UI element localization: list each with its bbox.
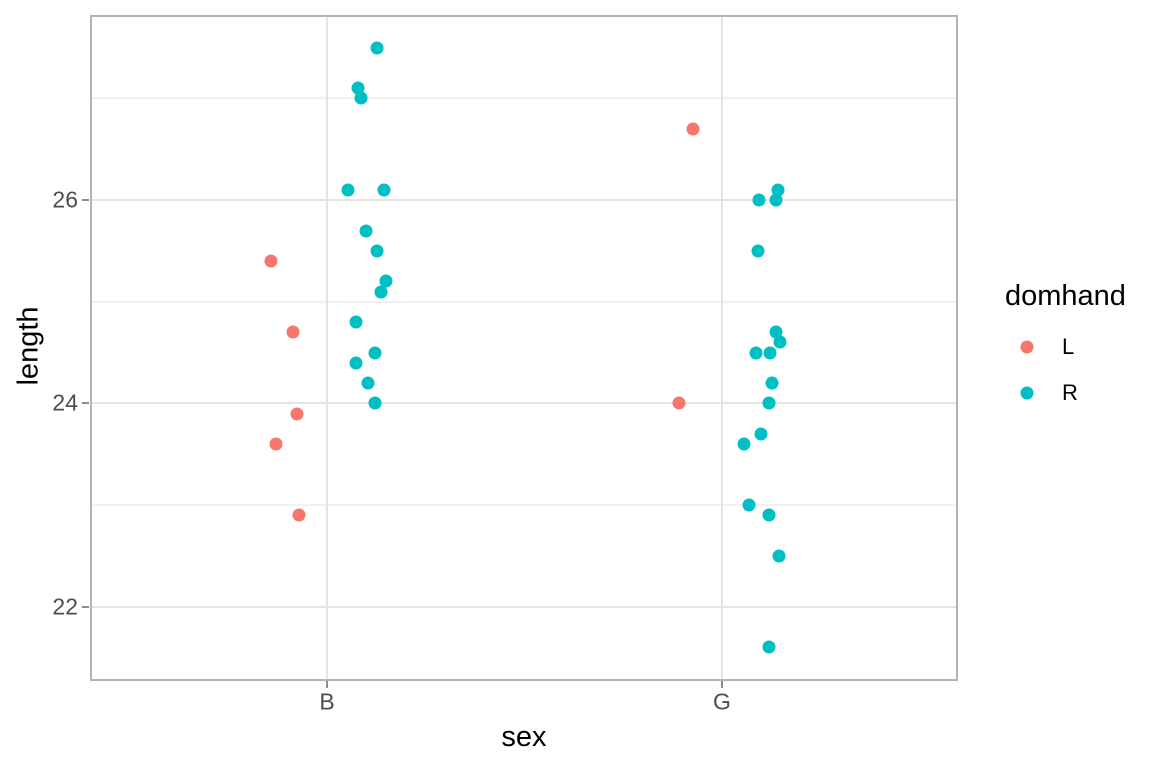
- data-point-R: [361, 376, 375, 390]
- data-point-R: [349, 356, 363, 370]
- data-point-L: [286, 325, 300, 339]
- data-point-R: [377, 183, 391, 197]
- legend-item-label: L: [1062, 334, 1075, 359]
- data-point-L: [672, 396, 686, 410]
- data-point-L: [292, 508, 306, 522]
- gridline-major: [90, 199, 958, 202]
- data-point-R: [763, 346, 777, 360]
- y-axis-tick-label: 24: [52, 389, 78, 416]
- data-point-R: [749, 346, 763, 360]
- data-point-R: [752, 193, 766, 207]
- gridline-major: [90, 402, 958, 405]
- plot-panel: [90, 15, 958, 681]
- legend-title: domhand: [1005, 280, 1126, 312]
- data-point-R: [370, 41, 384, 55]
- data-point-R: [765, 376, 779, 390]
- data-point-R: [762, 508, 776, 522]
- data-point-R: [762, 640, 776, 654]
- data-point-L: [290, 407, 304, 421]
- data-point-R: [379, 274, 393, 288]
- data-point-R: [351, 81, 365, 95]
- data-point-R: [354, 91, 368, 105]
- legend-item-label: R: [1062, 380, 1078, 405]
- x-axis-tick-mark: [721, 681, 723, 688]
- gridline-major-vertical: [326, 15, 328, 681]
- y-axis-title: length: [12, 306, 45, 386]
- gridline-major: [90, 605, 958, 608]
- data-point-L: [264, 254, 278, 268]
- data-point-R: [751, 244, 765, 258]
- gridline-minor: [90, 504, 958, 507]
- data-point-R: [769, 193, 783, 207]
- data-point-R: [359, 224, 373, 238]
- data-point-R: [771, 183, 785, 197]
- y-axis-tick-label: 26: [52, 186, 78, 213]
- data-point-R: [772, 549, 786, 563]
- data-point-R: [754, 427, 768, 441]
- y-axis-tick-mark: [82, 199, 89, 202]
- data-point-R: [370, 244, 384, 258]
- legend-key-dot-L: [1020, 340, 1034, 354]
- y-axis-tick-label: 22: [52, 593, 78, 620]
- gridline-minor: [90, 97, 958, 100]
- data-point-R: [773, 335, 787, 349]
- legend-key-dot-R: [1020, 386, 1034, 400]
- gridline-major-vertical: [721, 15, 723, 681]
- data-point-R: [737, 437, 751, 451]
- data-point-R: [374, 285, 388, 299]
- data-point-R: [762, 396, 776, 410]
- data-point-R: [769, 325, 783, 339]
- x-axis-tick-label: G: [713, 688, 731, 715]
- y-axis-tick-mark: [82, 402, 89, 405]
- data-point-L: [686, 122, 700, 136]
- data-point-R: [742, 498, 756, 512]
- data-point-R: [368, 346, 382, 360]
- y-axis-tick-mark: [82, 605, 89, 608]
- data-point-R: [341, 183, 355, 197]
- data-point-L: [269, 437, 283, 451]
- data-point-R: [349, 315, 363, 329]
- data-point-R: [368, 396, 382, 410]
- panel-border: [90, 15, 958, 681]
- gridline-minor: [90, 300, 958, 303]
- x-axis-tick-mark: [326, 681, 328, 688]
- x-axis-title: sex: [501, 721, 547, 753]
- x-axis-tick-label: B: [319, 688, 335, 715]
